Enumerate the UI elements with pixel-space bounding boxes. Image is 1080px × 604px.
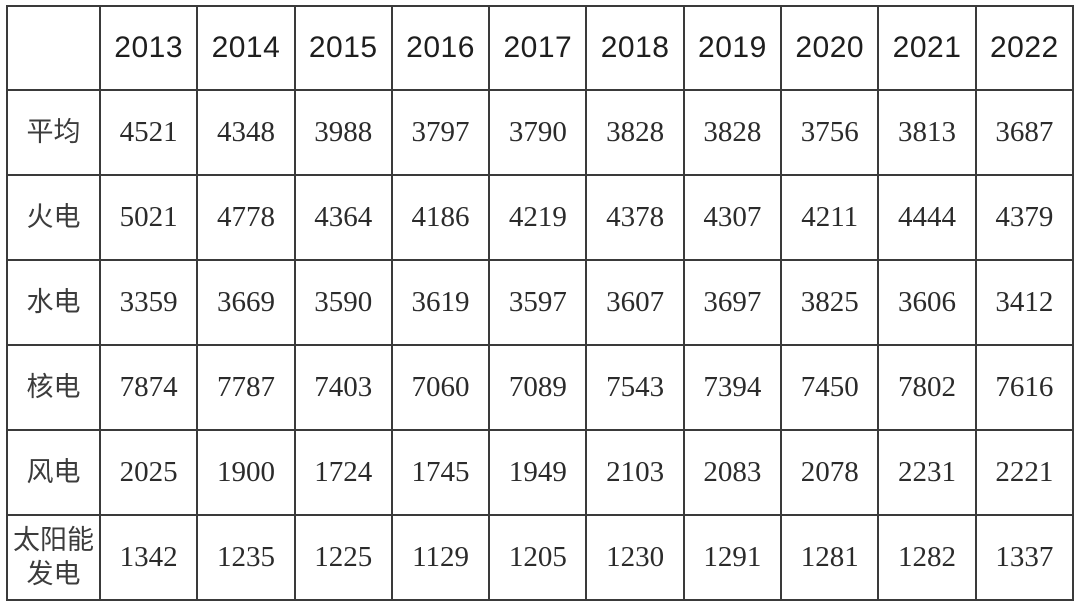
data-cell: 1282 [877,514,977,601]
data-cell: 1745 [390,429,491,516]
data-cell: 4379 [974,174,1075,261]
data-cell: 3412 [974,259,1075,346]
data-cell: 1949 [488,429,588,516]
data-cell: 3590 [293,259,393,346]
data-cell: 3825 [780,259,880,346]
data-cell: 1230 [585,514,685,601]
corner-cell [6,5,101,91]
table-row-thermal: 火电 5021 4778 4364 4186 4219 4378 4307 42… [6,174,1075,261]
data-cell: 4378 [585,174,685,261]
data-cell: 3359 [98,259,199,346]
data-cell: 1281 [780,514,880,601]
data-cell: 3607 [585,259,685,346]
data-cell: 4348 [196,89,296,176]
data-cell: 3669 [196,259,296,346]
year-header: 2016 [390,5,491,91]
data-cell: 7616 [974,344,1075,431]
data-cell: 4364 [293,174,393,261]
data-cell: 3813 [877,89,977,176]
table-row-solar: 太阳能发电 1342 1235 1225 1129 1205 1230 1291… [6,514,1075,601]
data-cell: 1225 [293,514,393,601]
data-cell: 1900 [196,429,296,516]
data-cell: 1342 [98,514,199,601]
data-cell: 3790 [488,89,588,176]
data-cell: 3619 [390,259,491,346]
power-utilization-table: 2013 2014 2015 2016 2017 2018 2019 2020 … [6,5,1075,601]
data-cell: 4211 [780,174,880,261]
data-cell: 3606 [877,259,977,346]
data-cell: 4307 [682,174,783,261]
data-cell: 4186 [390,174,491,261]
year-header: 2014 [196,5,296,91]
data-cell: 3988 [293,89,393,176]
data-cell: 2025 [98,429,199,516]
data-cell: 3828 [682,89,783,176]
year-header: 2020 [780,5,880,91]
row-label: 火电 [6,174,101,261]
data-cell: 2221 [974,429,1075,516]
row-label: 水电 [6,259,101,346]
data-cell: 2078 [780,429,880,516]
year-header: 2013 [98,5,199,91]
data-cell: 1291 [682,514,783,601]
data-cell: 5021 [98,174,199,261]
row-label: 核电 [6,344,101,431]
data-cell: 2103 [585,429,685,516]
data-cell: 7403 [293,344,393,431]
data-cell: 3597 [488,259,588,346]
data-cell: 7874 [98,344,199,431]
data-cell: 4444 [877,174,977,261]
data-cell: 3697 [682,259,783,346]
table-row-hydro: 水电 3359 3669 3590 3619 3597 3607 3697 38… [6,259,1075,346]
data-cell: 1205 [488,514,588,601]
data-cell: 3687 [974,89,1075,176]
year-header: 2019 [682,5,783,91]
data-cell: 1129 [390,514,491,601]
year-header: 2018 [585,5,685,91]
table-row-wind: 风电 2025 1900 1724 1745 1949 2103 2083 20… [6,429,1075,516]
year-header: 2022 [974,5,1075,91]
data-cell: 1235 [196,514,296,601]
data-cell: 3756 [780,89,880,176]
data-cell: 7450 [780,344,880,431]
year-header: 2015 [293,5,393,91]
row-label: 风电 [6,429,101,516]
data-cell: 2231 [877,429,977,516]
row-label: 太阳能发电 [6,514,101,601]
data-cell: 3828 [585,89,685,176]
data-cell: 7787 [196,344,296,431]
data-cell: 7060 [390,344,491,431]
data-cell: 4778 [196,174,296,261]
row-label: 平均 [6,89,101,176]
data-cell: 7543 [585,344,685,431]
data-cell: 7394 [682,344,783,431]
data-cell: 1337 [974,514,1075,601]
table-row-average: 平均 4521 4348 3988 3797 3790 3828 3828 37… [6,89,1075,176]
data-cell: 3797 [390,89,491,176]
header-row: 2013 2014 2015 2016 2017 2018 2019 2020 … [6,5,1075,91]
data-cell: 7802 [877,344,977,431]
data-cell: 1724 [293,429,393,516]
data-cell: 7089 [488,344,588,431]
year-header: 2017 [488,5,588,91]
table-row-nuclear: 核电 7874 7787 7403 7060 7089 7543 7394 74… [6,344,1075,431]
data-cell: 2083 [682,429,783,516]
data-cell: 4521 [98,89,199,176]
year-header: 2021 [877,5,977,91]
data-cell: 4219 [488,174,588,261]
